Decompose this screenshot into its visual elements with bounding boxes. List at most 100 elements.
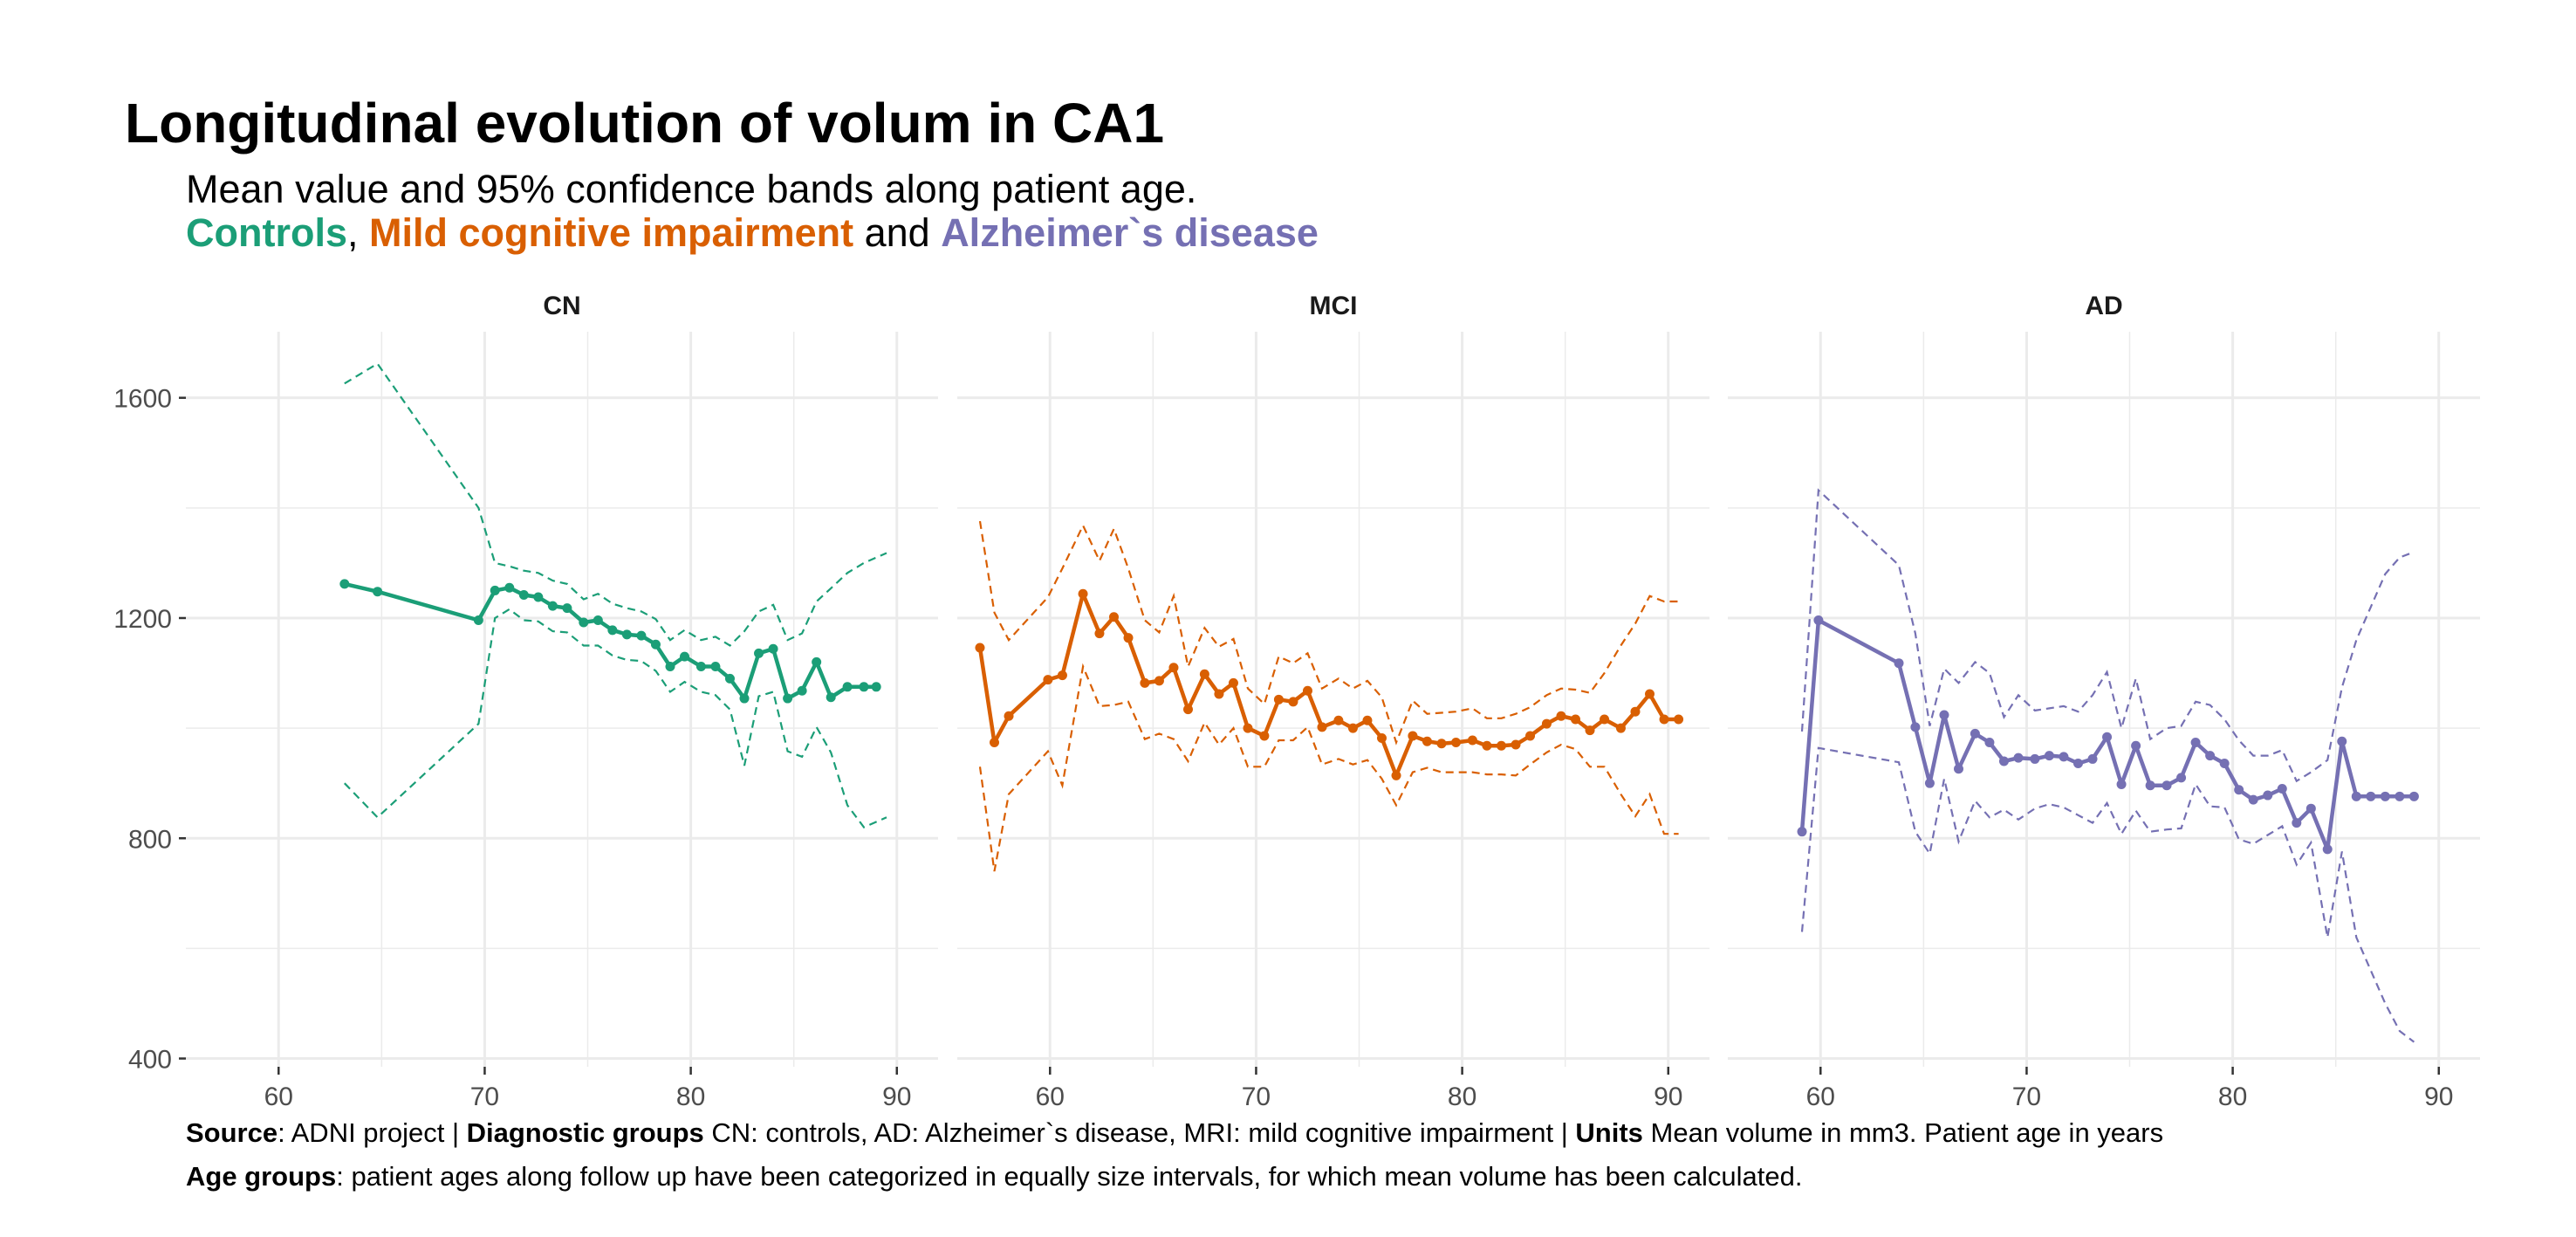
mean-point	[1140, 677, 1150, 688]
caption-units-text: Mean volume in mm3. Patient age in years	[1642, 1117, 2164, 1148]
mean-point	[1615, 723, 1626, 733]
mean-point	[665, 661, 675, 671]
x-tick-label: 80	[2218, 1082, 2247, 1109]
y-tick-label: 400	[128, 1046, 172, 1075]
mean-point	[2162, 780, 2172, 791]
y-tick-label: 1200	[113, 605, 172, 634]
mean-point	[2205, 751, 2216, 761]
mean-point	[504, 582, 515, 593]
caption-agegroups-label: Age groups	[186, 1161, 337, 1192]
mean-point	[754, 648, 764, 658]
x-tick-label: 70	[1242, 1082, 1271, 1109]
mean-point	[636, 630, 647, 641]
mean-point	[1317, 722, 1327, 732]
caption-line-2: Age groups: patient ages along follow up…	[186, 1161, 1802, 1192]
mean-point	[1108, 612, 1119, 622]
mean-line	[1799, 618, 2415, 852]
mean-point	[859, 682, 869, 692]
mean-point	[1924, 778, 1935, 788]
mean-point	[2116, 779, 2127, 789]
x-tick-label: 60	[264, 1082, 293, 1109]
mean-point	[842, 682, 853, 692]
mean-point	[1630, 706, 1641, 717]
mean-point	[1154, 676, 1164, 686]
mean-point	[1910, 722, 1921, 732]
mean-point	[1797, 827, 1807, 837]
mean-point	[2044, 751, 2054, 761]
mean-point	[783, 693, 793, 704]
mean-point	[739, 693, 750, 704]
mean-point	[579, 617, 589, 628]
mean-point	[2263, 790, 2273, 801]
mean-point	[1570, 714, 1580, 725]
mean-point	[1376, 732, 1387, 743]
mean-point	[871, 682, 881, 692]
mean-line	[344, 581, 877, 701]
chart-title: Longitudinal evolution of volum in CA1	[125, 92, 1165, 155]
caption-line-1: Source: ADNI project | Diagnostic groups…	[186, 1117, 2163, 1149]
x-tick-label: 80	[1448, 1082, 1476, 1109]
mean-point	[710, 661, 721, 671]
mean-point	[1078, 588, 1088, 599]
mean-point	[1556, 711, 1566, 721]
x-tick-label: 80	[676, 1082, 705, 1109]
lower-confidence-band	[1800, 746, 2415, 1043]
mean-point	[1422, 736, 1432, 746]
mean-point	[650, 639, 661, 649]
caption-source-label: Source	[186, 1117, 278, 1148]
subtitle-group-ad: Alzheimer`s disease	[941, 210, 1319, 255]
facet-label: MCI	[1310, 292, 1358, 320]
mean-point	[1004, 711, 1014, 721]
mean-point	[1970, 728, 1980, 739]
mean-point	[2366, 791, 2376, 801]
x-tick-label: 90	[882, 1082, 911, 1109]
y-tick-label: 800	[128, 825, 172, 854]
x-tick-label: 60	[1036, 1082, 1065, 1109]
panel-cn: 60 70 80 90 CN	[186, 292, 938, 1109]
x-tick-label: 90	[2424, 1082, 2453, 1109]
mean-point	[1243, 723, 1253, 733]
mean-point	[1600, 714, 1610, 725]
mean-point	[1984, 738, 1995, 748]
mean-point	[2030, 753, 2040, 764]
mean-point	[2131, 740, 2141, 751]
facet-label: CN	[543, 292, 580, 320]
mean-point	[1408, 731, 1418, 741]
mean-point	[607, 625, 618, 636]
mean-point	[1511, 739, 1521, 750]
mean-point	[2176, 773, 2187, 783]
caption-agegroups-text: : patient ages along follow up have been…	[336, 1161, 1803, 1192]
mean-point	[1467, 735, 1477, 746]
mean-point	[1541, 718, 1552, 729]
mean-point	[562, 603, 572, 614]
mean-point	[1199, 669, 1209, 679]
mean-point	[1259, 731, 1270, 741]
panel-mci: 60 70 80 90 MCI	[957, 292, 1709, 1109]
mean-point	[1273, 694, 1284, 704]
mean-point	[2234, 785, 2244, 795]
mean-point	[1674, 714, 1684, 725]
mean-point	[1288, 697, 1298, 707]
mean-point	[1645, 689, 1655, 699]
mean-point	[1123, 633, 1134, 643]
y-tick-label: 1600	[113, 385, 172, 414]
mean-point	[975, 643, 985, 653]
x-tick-label: 90	[1654, 1082, 1682, 1109]
mean-point	[1043, 675, 1053, 685]
mean-point	[680, 651, 690, 662]
mean-point	[1362, 715, 1373, 725]
mean-point	[473, 615, 483, 625]
subtitle-line-2: Controls, Mild cognitive impairment and …	[186, 211, 1319, 255]
mean-point	[518, 589, 529, 600]
mean-point	[797, 685, 807, 696]
mean-point	[2292, 818, 2302, 828]
subtitle-separator-2: and	[853, 210, 942, 255]
mean-point	[2248, 794, 2258, 805]
mean-point	[2219, 758, 2230, 768]
mean-point	[2277, 783, 2287, 794]
mean-point	[1894, 658, 1904, 669]
mean-point	[2102, 732, 2113, 742]
mean-point	[2087, 753, 2098, 764]
mean-point	[1451, 738, 1462, 748]
mean-point	[826, 692, 836, 703]
